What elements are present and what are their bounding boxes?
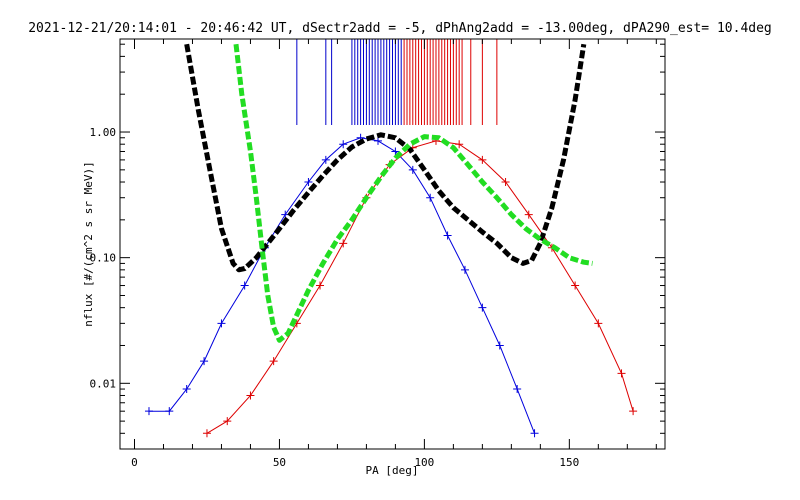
series-1-curve	[233, 43, 593, 343]
series-2-point-21	[530, 429, 539, 438]
chart-title: 2021-12-21/20:14:01 - 20:46:42 UT, dSect…	[28, 21, 772, 36]
series-3-point-0	[202, 429, 211, 438]
y-tick-label-1: 0.10	[90, 252, 117, 265]
series-2-point-3	[200, 357, 209, 366]
series-3-point-12	[478, 155, 487, 164]
y-tick-label-0: 0.01	[90, 377, 117, 390]
series-2-point-0	[144, 407, 153, 416]
series-2-line	[149, 137, 535, 434]
series-2-point-15	[426, 193, 435, 202]
x-tick-label-1: 50	[273, 456, 286, 469]
marker-lines	[296, 39, 498, 125]
x-tick-label-2: 100	[414, 456, 434, 469]
x-axis-ticks: 0 50 100 150	[131, 39, 657, 469]
x-axis-label: PA [deg]	[366, 464, 419, 477]
series-1	[233, 43, 593, 343]
series-2-point-1	[165, 407, 174, 416]
series-2-point-9	[321, 155, 330, 164]
y-axis-label: nflux [#/(cm^2 s sr MeV)]	[82, 161, 95, 327]
series-3-point-16	[571, 281, 580, 290]
series-2-point-4	[217, 319, 226, 328]
series-layer	[144, 43, 638, 438]
series-0	[184, 43, 587, 273]
y-axis-ticks: 0.01 0.10 1.00	[90, 43, 665, 450]
series-3-point-2	[246, 391, 255, 400]
x-tick-label-3: 150	[559, 456, 579, 469]
y-tick-label-2: 1.00	[90, 126, 117, 139]
series-2-point-10	[339, 140, 348, 149]
series-2-point-20	[513, 385, 522, 394]
plot-frame	[119, 38, 666, 450]
series-2-point-8	[304, 178, 313, 187]
series-3-point-6	[339, 239, 348, 248]
series-3-point-14	[524, 210, 533, 219]
series-3-line	[206, 140, 634, 434]
series-2-point-16	[443, 231, 452, 240]
series-2-point-2	[182, 385, 191, 394]
series-3-point-5	[316, 281, 325, 290]
series-3-point-19	[629, 407, 638, 416]
series-3-point-13	[501, 178, 510, 187]
series-3-point-17	[594, 319, 603, 328]
series-3-point-1	[223, 417, 232, 426]
series-3-point-3	[269, 357, 278, 366]
series-0-curve	[184, 43, 587, 273]
series-2-point-18	[478, 303, 487, 312]
series-2-point-5	[240, 281, 249, 290]
series-2-point-14	[408, 165, 417, 174]
series-3-point-11	[455, 140, 464, 149]
series-2	[144, 133, 539, 438]
series-2-point-17	[460, 265, 469, 274]
series-2-point-13	[391, 147, 400, 156]
series-2-point-19	[495, 341, 504, 350]
series-3-point-18	[617, 369, 626, 378]
x-tick-label-0: 0	[131, 456, 138, 469]
